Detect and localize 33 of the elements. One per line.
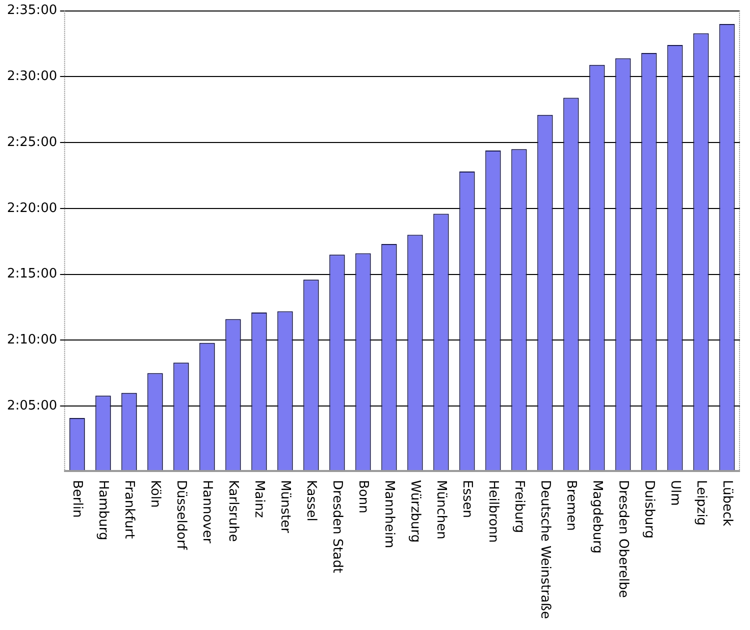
x-tick-label: Heilbronn: [486, 480, 501, 543]
x-tick-label: Duisburg: [642, 480, 657, 538]
x-tick-label: Frankfurt: [122, 480, 137, 539]
x-tick-label: Leipzig: [694, 480, 709, 526]
x-tick-label: Mainz: [252, 480, 267, 518]
x-tick-label: Kassel: [304, 480, 319, 522]
x-tick-label: Deutsche Weinstraße: [538, 480, 553, 619]
x-tick-label: Berlin: [70, 480, 85, 518]
y-tick-label: 2:35:00: [6, 3, 58, 18]
y-tick-label: 2:30:00: [6, 69, 58, 84]
x-tick-label: Würzburg: [408, 480, 423, 543]
x-tick-label: Mannheim: [382, 480, 397, 548]
y-tick-label: 2:15:00: [6, 266, 58, 282]
x-tick-label: Bonn: [356, 480, 371, 514]
x-tick-label: Münster: [278, 480, 293, 534]
x-tick-label: Freiburg: [512, 480, 527, 534]
x-tick-label: Dresden Oberelbe: [616, 480, 631, 598]
x-tick-label: Dresden Stadt: [330, 480, 345, 574]
x-tick-label: Ulm: [668, 480, 683, 506]
x-tick-label: Essen: [460, 480, 475, 518]
x-tick-label: München: [434, 480, 449, 540]
y-tick-label: 2:25:00: [6, 134, 58, 150]
x-tick-label: Düsseldorf: [174, 480, 189, 550]
y-tick-label: 2:20:00: [6, 200, 58, 216]
y-tick-label: 2:05:00: [6, 398, 58, 414]
x-tick-label: Lübeck: [720, 480, 735, 527]
x-tick-label: Hannover: [200, 480, 215, 544]
x-tick-label: Bremen: [564, 480, 579, 531]
x-tick-label: Hamburg: [96, 480, 111, 540]
x-tick-label: Magdeburg: [590, 480, 605, 554]
x-tick-label: Karlsruhe: [226, 480, 241, 542]
x-tick-label: Köln: [148, 480, 163, 508]
y-tick-label: 2:10:00: [6, 332, 58, 348]
